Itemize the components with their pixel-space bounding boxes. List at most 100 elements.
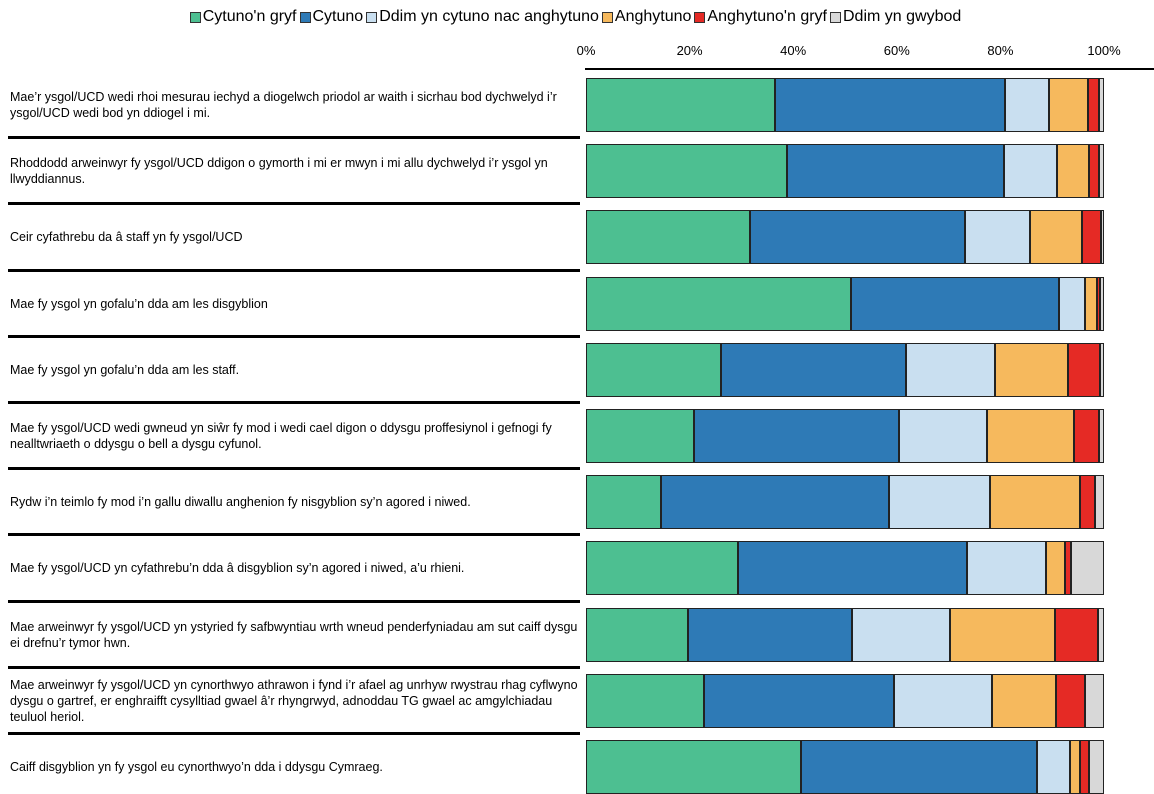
legend-label: Cytuno — [312, 8, 364, 25]
bar-segment — [586, 607, 688, 662]
bar-segment — [1084, 276, 1097, 331]
bar-segment — [786, 144, 1004, 199]
row-separator — [8, 202, 580, 206]
bar-segment — [990, 475, 1081, 530]
category-label: Mae arweinwyr fy ysgol/UCD yn cynorthwyo… — [10, 674, 580, 728]
category-label-text: Rhoddodd arweinwyr fy ysgol/UCD ddigon o… — [10, 156, 548, 187]
x-axis-line — [585, 68, 1154, 70]
category-label-text: Mae’r ysgol/UCD wedi rhoi mesurau iechyd… — [10, 90, 557, 120]
bar-segment — [586, 541, 738, 596]
bar-segment — [950, 607, 1055, 662]
bar-segment — [737, 541, 967, 596]
bar-segment — [1057, 144, 1089, 199]
row-separator — [8, 268, 580, 272]
category-label: Rhoddodd arweinwyr fy ysgol/UCD ddigon o… — [10, 144, 580, 198]
bar-segment — [1054, 607, 1098, 662]
category-label-text: Ceir cyfathrebu da â staff yn fy ysgol/U… — [10, 230, 243, 245]
bar-segment — [720, 342, 906, 397]
category-label-text: Mae arweinwyr fy ysgol/UCD yn ystyried f… — [10, 619, 578, 650]
category-label: Mae arweinwyr fy ysgol/UCD yn ystyried f… — [10, 608, 580, 662]
legend-swatch — [366, 11, 378, 23]
category-label: Mae fy ysgol yn gofalu’n dda am les staf… — [10, 343, 580, 397]
bar-segment — [851, 276, 1059, 331]
bar-segment — [586, 475, 662, 530]
bar-segment — [1005, 78, 1050, 132]
bar-segment — [775, 78, 1006, 132]
bar-segment — [1080, 475, 1096, 530]
bar-segment — [586, 144, 787, 199]
legend-item: Anghytuno'n gryf — [694, 8, 827, 26]
bar-segment — [893, 673, 992, 728]
legend-swatch — [299, 11, 311, 23]
x-tick-label: 20% — [676, 43, 703, 58]
bar-segment — [1049, 78, 1088, 132]
bar-segment — [703, 673, 894, 728]
bar-segment — [1098, 78, 1104, 132]
bar-segment — [1088, 740, 1104, 794]
legend-item: Anghytuno — [601, 8, 692, 26]
category-label-text: Mae fy ysgol yn gofalu’n dda am les staf… — [10, 362, 240, 377]
bar-segment — [1055, 673, 1086, 728]
category-label: Mae’r ysgol/UCD wedi rhoi mesurau iechyd… — [10, 78, 580, 132]
row-separator — [8, 732, 580, 735]
bar-segment — [1097, 607, 1104, 662]
bar-segment — [1098, 144, 1104, 199]
row-separator — [8, 599, 580, 603]
legend-swatch — [601, 11, 613, 23]
legend-item: Cytuno — [299, 8, 364, 26]
legend-label: Cytuno'n gryf — [202, 8, 297, 25]
bar-segment — [1101, 210, 1104, 265]
bar-segment — [966, 541, 1046, 596]
bar-segment — [1080, 740, 1089, 794]
bar-segment — [586, 276, 852, 331]
bar-segment — [1074, 409, 1099, 463]
bar-segment — [1004, 144, 1058, 199]
x-tick-label: 60% — [883, 43, 910, 58]
bar-segment — [1087, 78, 1099, 132]
x-tick-label: 80% — [987, 43, 1014, 58]
row-separator — [8, 533, 580, 537]
legend-swatch — [189, 11, 201, 23]
bar-segment — [1085, 673, 1104, 728]
row-separator — [8, 467, 580, 471]
category-label-text: Caiff disgyblion yn fy ysgol eu cynorthw… — [10, 760, 383, 774]
bar-segment — [800, 740, 1037, 794]
bar-segment — [693, 409, 900, 463]
bar-segment — [586, 342, 721, 397]
bar-segment — [1030, 210, 1082, 265]
bar-segment — [586, 210, 751, 265]
bar-segment — [750, 210, 966, 265]
bar-segment — [995, 342, 1068, 397]
category-label: Ceir cyfathrebu da â staff yn fy ysgol/U… — [10, 210, 580, 264]
bar-segment — [1095, 475, 1104, 530]
x-tick-label: 40% — [780, 43, 807, 58]
legend-item: Ddim yn cytuno nac anghytuno — [366, 8, 599, 26]
bar-segment — [1088, 144, 1099, 199]
legend-item: Ddim yn gwybod — [829, 8, 961, 26]
bar-segment — [991, 673, 1056, 728]
bar-segment — [851, 607, 951, 662]
bar-segment — [899, 409, 987, 463]
x-tick-label: 0% — [576, 43, 596, 58]
category-label-text: Mae fy ysgol/UCD wedi gwneud yn siŵr fy … — [10, 421, 552, 451]
category-label-text: Mae arweinwyr fy ysgol/UCD yn cynorthwyo… — [10, 677, 578, 724]
category-label: Mae fy ysgol/UCD yn cyfathrebu’n dda â d… — [10, 541, 580, 595]
bar-segment — [661, 475, 890, 530]
category-label: Mae fy ysgol/UCD wedi gwneud yn siŵr fy … — [10, 409, 580, 463]
category-label-text: Rydw i’n teimlo fy mod i’n gallu diwallu… — [10, 495, 471, 510]
bar-segment — [1058, 276, 1085, 331]
bar-segment — [1081, 210, 1102, 265]
row-separator — [8, 665, 580, 669]
bar-segment — [687, 607, 852, 662]
row-separator — [8, 334, 580, 338]
bar-segment — [986, 409, 1075, 463]
legend-label: Anghytuno — [614, 8, 692, 25]
bar-segment — [586, 740, 801, 794]
legend-swatch — [694, 11, 706, 23]
x-tick-label: 100% — [1087, 43, 1121, 58]
bar-segment — [1071, 541, 1104, 596]
legend-item: Cytuno'n gryf — [189, 8, 297, 26]
bar-segment — [1065, 541, 1072, 596]
bar-segment — [586, 78, 776, 132]
category-label-text: Mae fy ysgol/UCD yn cyfathrebu’n dda â d… — [10, 561, 465, 576]
